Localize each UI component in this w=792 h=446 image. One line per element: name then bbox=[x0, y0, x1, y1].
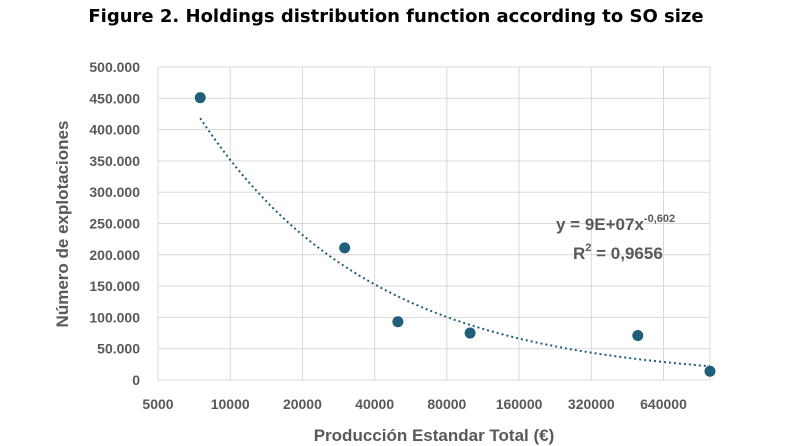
y-tick-label: 250.000 bbox=[89, 216, 140, 232]
y-tick-label: 300.000 bbox=[89, 184, 140, 200]
x-tick-label: 160000 bbox=[496, 396, 543, 412]
y-tick-label: 100.000 bbox=[89, 309, 140, 325]
x-tick-labels: 5000 10000 20000 40000 80000 160000 320000 6400… bbox=[142, 396, 687, 412]
y-tick-label: 200.000 bbox=[89, 247, 140, 263]
figure-title: Figure 2. Holdings distribution function… bbox=[88, 6, 704, 27]
r-squared: R2 = 0,9656 bbox=[573, 242, 663, 263]
data-point bbox=[464, 327, 476, 339]
x-axis-title: Producción Estandar Total (€) bbox=[314, 426, 555, 445]
data-point bbox=[339, 242, 351, 254]
trend-equation-exponent: -0,602 bbox=[644, 213, 675, 225]
x-tick-label: 320000 bbox=[568, 396, 615, 412]
r-squared-base: R bbox=[573, 244, 585, 263]
y-tick-label: 500.000 bbox=[89, 59, 140, 75]
x-tick-label: 40000 bbox=[355, 396, 394, 412]
x-tick-label: 20000 bbox=[283, 396, 322, 412]
y-tick-label: 450.000 bbox=[89, 90, 140, 106]
data-point bbox=[194, 92, 206, 104]
data-point bbox=[632, 330, 644, 342]
data-points bbox=[194, 92, 716, 377]
r-squared-sup: 2 bbox=[585, 242, 591, 254]
y-tick-labels: 0 50.000 100.000 150.000 200.000 250.000 300.0… bbox=[89, 59, 140, 388]
trendline bbox=[199, 117, 711, 368]
y-axis-title: Número de explotaciones bbox=[53, 121, 72, 328]
grid-lines bbox=[157, 66, 711, 381]
y-tick-label: 150.000 bbox=[89, 278, 140, 294]
trend-equation-base: y = 9E+07x bbox=[556, 215, 644, 234]
trend-equation: y = 9E+07x-0,602 bbox=[556, 213, 675, 234]
x-tick-label: 640000 bbox=[640, 396, 687, 412]
y-tick-label: 400.000 bbox=[89, 122, 140, 138]
data-point bbox=[392, 316, 404, 328]
trendline-group bbox=[199, 117, 711, 368]
x-tick-label: 80000 bbox=[427, 396, 466, 412]
x-tick-label: 10000 bbox=[211, 396, 250, 412]
y-tick-label: 350.000 bbox=[89, 153, 140, 169]
x-tick-label: 5000 bbox=[142, 396, 173, 412]
r-squared-value: = 0,9656 bbox=[591, 244, 662, 263]
data-point bbox=[704, 365, 716, 377]
y-tick-label: 50.000 bbox=[97, 341, 140, 357]
y-tick-label: 0 bbox=[132, 372, 140, 388]
